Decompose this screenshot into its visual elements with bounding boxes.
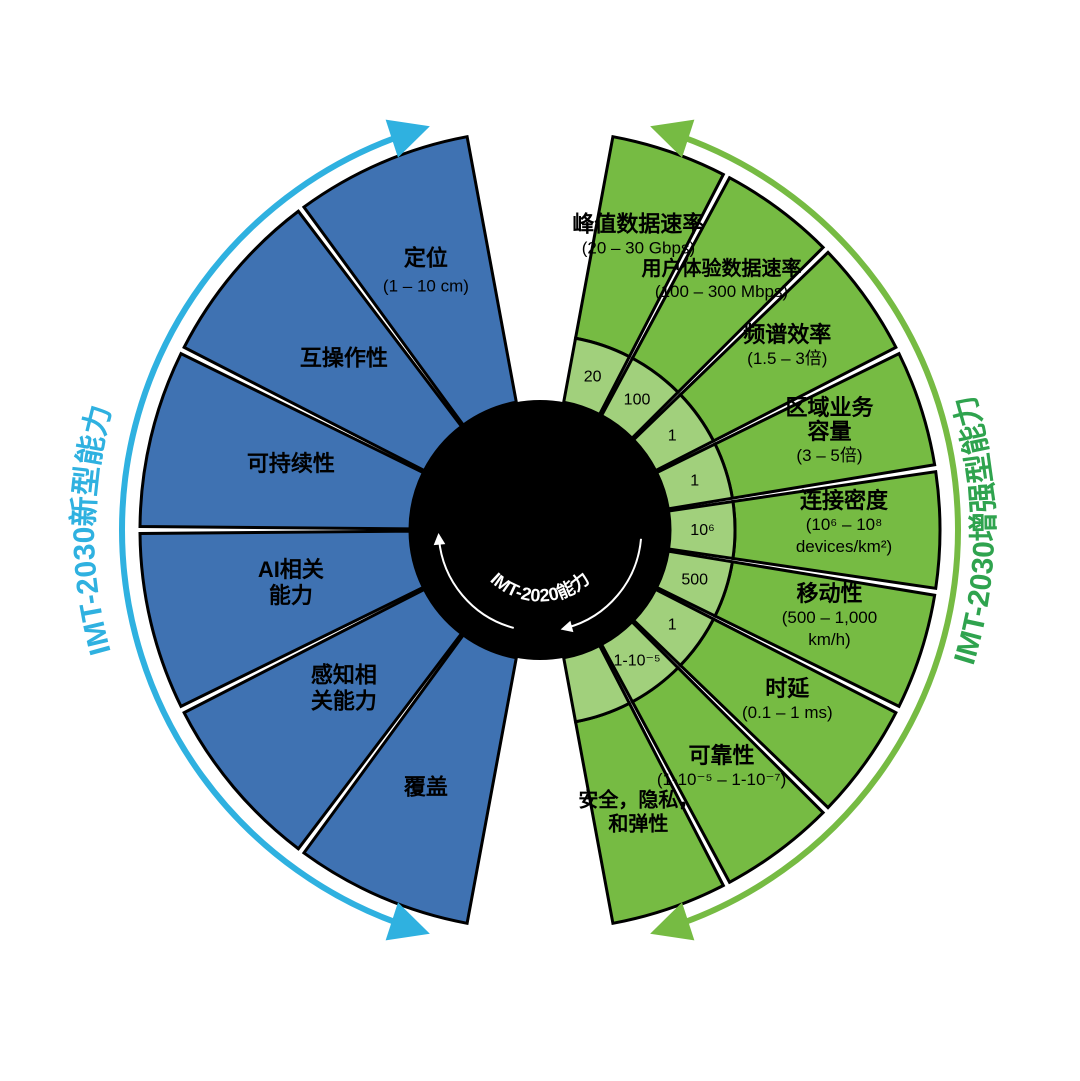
inner-value: 500 (681, 572, 708, 589)
inner-value: 1-10⁻⁵ (613, 652, 660, 669)
top-segment-label: 感知相关能力 (311, 663, 377, 714)
inner-value: 20 (584, 368, 602, 385)
radial-diagram: 201001110⁶50011-10⁻⁵ 覆盖感知相关能力AI相关能力可持续性互… (0, 0, 1080, 1081)
inner-value: 1 (668, 428, 677, 445)
core-circle (410, 400, 670, 660)
inner-value: 1 (690, 472, 699, 489)
top-segment-label: 覆盖 (403, 774, 448, 799)
bottom-segment-label: 用户体验数据速率(100 – 300 Mbps) (642, 256, 802, 301)
inner-value: 100 (624, 392, 651, 409)
inner-value: 1 (668, 616, 677, 633)
bottom-segment-label: 频谱效率(1.5 – 3倍) (743, 322, 831, 368)
top-segment-label: 可持续性 (247, 451, 335, 476)
bottom-segment-label: 连接密度(10⁶ – 10⁸devices/km²) (796, 488, 892, 556)
bottom-segment-label: 峰值数据速率(20 – 30 Gbps) (572, 211, 704, 257)
top-title: IMT-2030新型能力 (68, 402, 118, 659)
top-segment-label: 互操作性 (300, 345, 388, 370)
inner-value: 10⁶ (690, 522, 714, 539)
